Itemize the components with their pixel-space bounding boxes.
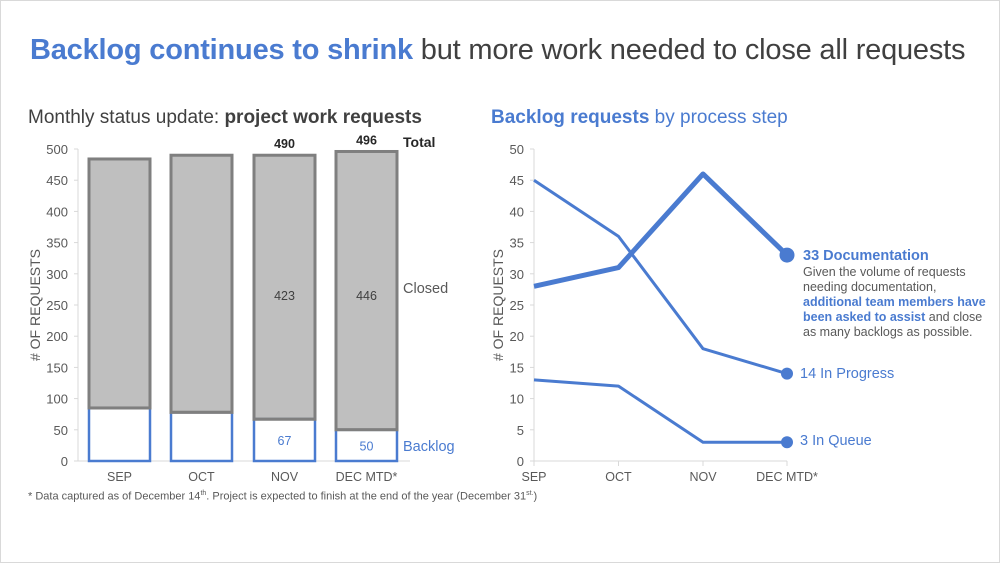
left-subtitle-bold: project work requests	[224, 107, 422, 128]
left-bar-chart: # OF REQUESTS 0 50 100 150 200 250 300 350 400 45…	[27, 133, 455, 484]
annotation-text1: Given the volume of requests needing doc…	[803, 265, 966, 294]
y-tick-label: 15	[510, 360, 524, 375]
annotation-emphasis: additional team members have been asked …	[803, 295, 986, 324]
y-tick-label: 0	[517, 454, 524, 469]
closed-bar	[169, 153, 234, 414]
y-tick-label: 20	[510, 329, 524, 344]
y-tick-label: 200	[46, 329, 68, 344]
right-chart-subtitle: Backlog requests by process step	[491, 107, 788, 129]
end-point-marker	[779, 247, 795, 263]
footnote-part1: * Data captured as of December 14	[28, 490, 201, 503]
bar-group	[87, 157, 152, 463]
right-x-labels: SEP OCT NOV DEC MTD*	[521, 461, 818, 484]
x-tick-label: SEP	[521, 470, 546, 484]
y-tick-label: 400	[46, 204, 68, 219]
backlog-bar	[169, 411, 234, 463]
left-y-axis-label: # OF REQUESTS	[27, 249, 43, 361]
closed-bar	[252, 153, 317, 421]
closed-bar	[87, 157, 152, 410]
series-line	[533, 178, 788, 376]
y-tick-label: 50	[510, 142, 524, 157]
series-line	[533, 171, 789, 289]
line-documentation	[533, 171, 795, 289]
total-value-label: 490	[274, 137, 295, 151]
footnote-sup1: th	[200, 490, 207, 497]
bar-group: 490 423 67	[252, 137, 317, 463]
page-title: Backlog continues to shrink but more wor…	[30, 34, 966, 67]
y-tick-label: 250	[46, 298, 68, 313]
end-point-marker	[781, 436, 793, 449]
right-y-ticks: 0 5 10 15 20 25 30 35 40 45 50	[510, 142, 534, 469]
y-tick-label: 5	[517, 423, 524, 438]
line-in-progress	[533, 178, 793, 380]
title-highlight: Backlog continues to shrink	[30, 34, 413, 66]
y-tick-label: 150	[46, 360, 68, 375]
left-y-ticks: 0 50 100 150 200 250 300 350 400 450 500	[46, 142, 78, 469]
x-tick-label: OCT	[188, 470, 215, 484]
y-tick-label: 10	[510, 392, 524, 407]
x-tick-label: OCT	[605, 470, 632, 484]
y-tick-label: 35	[510, 236, 524, 251]
backlog-value-label: 67	[278, 434, 292, 448]
backlog-value-label: 50	[360, 439, 374, 453]
x-tick-label: NOV	[689, 470, 717, 484]
left-chart-subtitle: Monthly status update: project work requ…	[28, 107, 422, 129]
closed-value-label: 446	[356, 289, 377, 303]
y-tick-label: 40	[510, 204, 524, 219]
backlog-bar	[252, 417, 317, 463]
x-tick-label: DEC MTD*	[336, 470, 398, 484]
y-tick-label: 350	[46, 236, 68, 251]
series-line	[533, 378, 787, 444]
footnote-part2: . Project is expected to finish at the e…	[206, 490, 527, 503]
y-tick-label: 450	[46, 173, 68, 188]
x-tick-label: SEP	[107, 470, 132, 484]
right-lines	[533, 171, 795, 449]
legend-closed: Closed	[403, 281, 448, 297]
x-tick-label: NOV	[271, 470, 299, 484]
label-in-progress: 14 In Progress	[800, 366, 894, 382]
annotation-text2: and close as many backlogs as possible.	[803, 310, 983, 339]
footnote: * Data captured as of December 14th. Pro…	[28, 490, 537, 503]
title-rest: but more work needed to close all reques…	[412, 34, 966, 66]
y-tick-label: 25	[510, 298, 524, 313]
footnote-sup2: st.	[526, 490, 534, 497]
left-bars: 490 423 67 496 446 50	[87, 133, 399, 463]
line-in-queue	[533, 378, 793, 449]
legend-total: Total	[403, 134, 435, 150]
label-in-queue: 3 In Queue	[800, 433, 872, 449]
y-tick-label: 0	[61, 454, 68, 469]
y-tick-label: 30	[510, 267, 524, 282]
legend-backlog: Backlog	[403, 439, 455, 455]
backlog-bar	[334, 428, 399, 463]
end-point-marker	[781, 367, 793, 380]
documentation-annotation: 33 Documentation Given the volume of req…	[803, 247, 998, 340]
total-value-label: 496	[356, 133, 377, 147]
bar-group	[169, 153, 234, 463]
annotation-head: 33 Documentation	[803, 248, 929, 264]
closed-bar	[334, 149, 399, 432]
y-tick-label: 50	[54, 423, 68, 438]
right-line-chart: # OF REQUESTS 0 5 10 15 20 25 30 35 40 45 50 SEP OC…	[490, 142, 894, 484]
y-tick-label: 45	[510, 173, 524, 188]
y-tick-label: 100	[46, 392, 68, 407]
closed-value-label: 423	[274, 289, 295, 303]
backlog-bar	[87, 406, 152, 463]
left-x-labels: SEP OCT NOV DEC MTD*	[107, 470, 398, 484]
x-tick-label: DEC MTD*	[756, 470, 818, 484]
right-subtitle-bold: Backlog requests	[491, 107, 650, 128]
right-y-axis-label: # OF REQUESTS	[490, 249, 506, 361]
bar-group: 496 446 50	[334, 133, 399, 463]
left-subtitle-plain: Monthly status update:	[28, 107, 225, 128]
y-tick-label: 300	[46, 267, 68, 282]
y-tick-label: 500	[46, 142, 68, 157]
footnote-part3: )	[533, 490, 538, 503]
right-subtitle-plain: by process step	[649, 107, 788, 128]
